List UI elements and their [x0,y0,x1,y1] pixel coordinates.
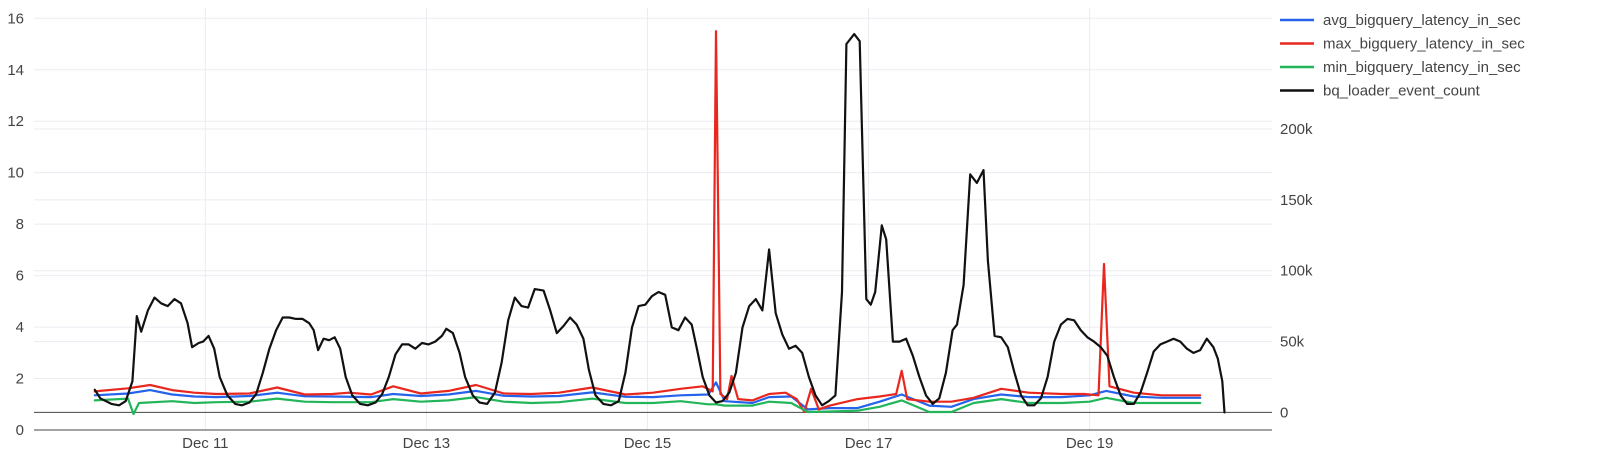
series-line-bq-loader-event-count [93,32,1226,414]
y-left-tick-label: 12 [7,113,24,130]
y-right-tick-label: 100k [1280,263,1313,280]
y-left-tick-label: 6 [16,268,24,285]
y-left-tick-label: 10 [7,165,24,182]
y-left-tick-label: 8 [16,216,24,233]
x-tick-label: Dec 17 [845,435,893,452]
y-left-tick-label: 16 [7,10,24,27]
series-line-min-bigquery-latency-in-sec [93,396,1202,416]
axis-layer: 0 2 4 6 8 10 12 14 16 0 50k 100k 150k 200k Dec 11 Dec 1… [7,10,1313,452]
legend-item-bq-loader-event-count[interactable]: bq_loader_event_count [1280,83,1481,100]
x-tick-label: Dec 13 [403,435,451,452]
y-left-tick-label: 0 [16,422,24,439]
legend[interactable]: avg_bigquery_latency_in_sec max_bigquery_… [1280,12,1525,100]
y-right-tick-label: 200k [1280,121,1313,138]
y-left-tick-label: 2 [16,371,24,388]
legend-label: max_bigquery_latency_in_sec [1323,36,1525,53]
legend-label: avg_bigquery_latency_in_sec [1323,12,1521,29]
series-layer [93,30,1226,416]
y-right-tick-label: 50k [1280,334,1305,351]
legend-item-avg-bigquery-latency-in-sec[interactable]: avg_bigquery_latency_in_sec [1280,12,1521,29]
x-tick-label: Dec 11 [182,435,228,452]
legend-item-min-bigquery-latency-in-sec[interactable]: min_bigquery_latency_in_sec [1280,59,1521,76]
series-line-avg-bigquery-latency-in-sec [93,381,1202,411]
legend-item-max-bigquery-latency-in-sec[interactable]: max_bigquery_latency_in_sec [1280,36,1525,53]
grid-layer [34,8,1272,430]
y-left-tick-label: 14 [7,62,24,79]
y-right-tick-label: 150k [1280,192,1313,209]
legend-label: min_bigquery_latency_in_sec [1323,59,1521,76]
y-right-tick-label: 0 [1280,404,1288,421]
series-line-max-bigquery-latency-in-sec [93,30,1202,414]
legend-label: bq_loader_event_count [1323,83,1481,100]
x-tick-label: Dec 15 [624,435,672,452]
y-left-tick-label: 4 [16,319,24,336]
x-tick-label: Dec 19 [1066,435,1114,452]
